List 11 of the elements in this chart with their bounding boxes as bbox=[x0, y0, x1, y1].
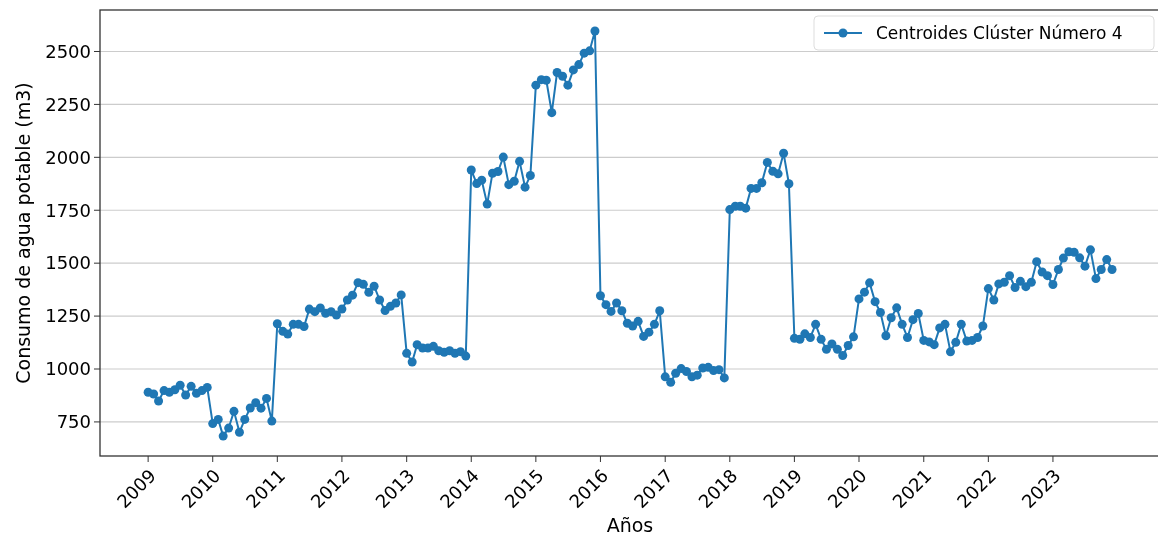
y-tick-label: 1750 bbox=[45, 199, 91, 221]
y-tick-label: 750 bbox=[56, 411, 91, 433]
x-axis-title: Años bbox=[606, 514, 654, 536]
y-tick-label: 2500 bbox=[45, 40, 91, 62]
legend-label: Centroides Clúster Número 4 bbox=[876, 22, 1123, 43]
y-tick-label: 2250 bbox=[45, 93, 91, 115]
y-tick-label: 1250 bbox=[45, 305, 91, 327]
y-tick-label: 1000 bbox=[45, 358, 91, 380]
y-axis-title: Consumo de agua potable (m3) bbox=[12, 82, 34, 384]
y-tick-label: 1500 bbox=[45, 252, 91, 274]
y-tick-label: 2000 bbox=[45, 146, 91, 168]
